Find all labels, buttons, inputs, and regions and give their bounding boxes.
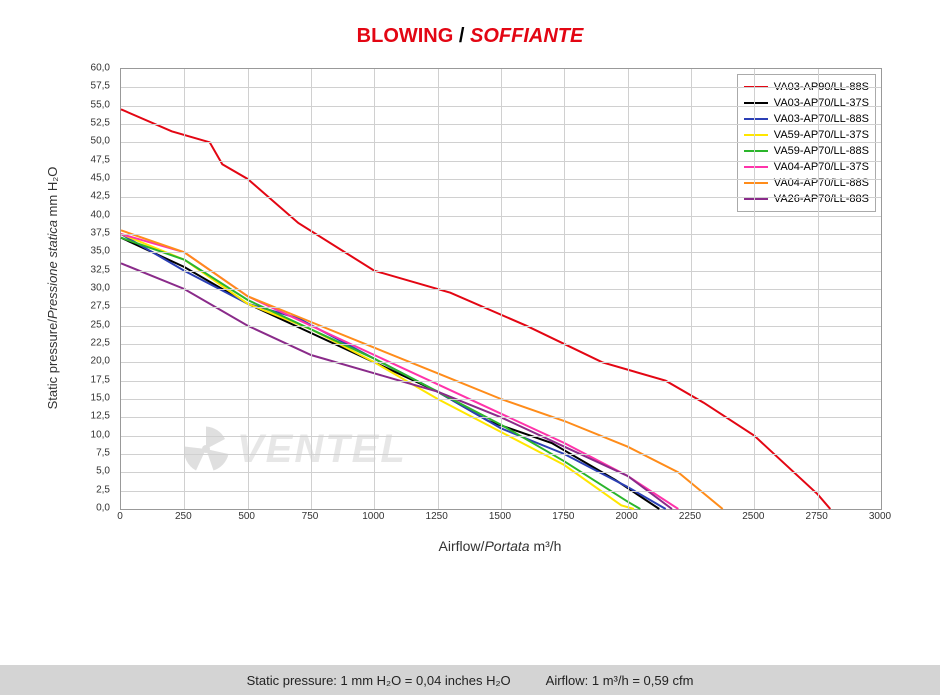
x-tick-label: 1500 (489, 511, 511, 522)
x-tick-label: 500 (238, 511, 255, 522)
x-tick-label: 0 (117, 511, 123, 522)
x-axis-ticks: 0 250 500 750 1000 1250 1500 1750 2000 2250 2500 27… (120, 511, 880, 531)
y-tick-label: 50,0 (91, 136, 110, 147)
y-tick-label: 5,0 (96, 466, 110, 477)
series-line (121, 109, 830, 509)
x-tick-label: 2250 (679, 511, 701, 522)
x-tick-label: 1750 (552, 511, 574, 522)
x-tick-label: 1250 (426, 511, 448, 522)
y-tick-label: 37,5 (91, 228, 110, 239)
legend-label: VA04-AP70/LL-37S (774, 161, 869, 173)
y-tick-label: 47,5 (91, 154, 110, 165)
y-tick-label: 30,0 (91, 283, 110, 294)
y-tick-label: 12,5 (91, 411, 110, 422)
legend-item: VA26-AP70/LL-88S (744, 191, 869, 207)
y-tick-label: 42,5 (91, 191, 110, 202)
y-tick-label: 45,0 (91, 173, 110, 184)
x-tick-label: 3000 (869, 511, 891, 522)
y-tick-label: 27,5 (91, 301, 110, 312)
chart-title: BLOWING / SOFFIANTE (0, 25, 940, 48)
y-tick-label: 15,0 (91, 393, 110, 404)
y-tick-label: 25,0 (91, 319, 110, 330)
y-axis-ticks: 0,02,55,07,510,012,515,017,520,022,525,0… (40, 68, 115, 508)
y-tick-label: 32,5 (91, 264, 110, 275)
y-tick-label: 7,5 (96, 448, 110, 459)
title-italian: SOFFIANTE (470, 25, 583, 47)
x-tick-label: 2000 (616, 511, 638, 522)
x-tick-label: 1000 (362, 511, 384, 522)
y-tick-label: 60,0 (91, 63, 110, 74)
legend-color-swatch (744, 166, 768, 168)
y-tick-label: 0,0 (96, 503, 110, 514)
y-tick-label: 17,5 (91, 374, 110, 385)
legend-label: VA59-AP70/LL-88S (774, 145, 869, 157)
legend-label: VA03-AP70/LL-37S (774, 97, 869, 109)
y-tick-label: 2,5 (96, 484, 110, 495)
legend-color-swatch (744, 102, 768, 104)
plot-area: VENTEL VA03-AP90/LL-88SVA03-AP70/LL-37SV… (120, 68, 882, 510)
x-tick-label: 750 (302, 511, 319, 522)
x-tick-label: 2750 (806, 511, 828, 522)
y-tick-label: 52,5 (91, 118, 110, 129)
y-tick-label: 57,5 (91, 81, 110, 92)
title-english: BLOWING (357, 25, 454, 47)
legend-item: VA03-AP70/LL-37S (744, 95, 869, 111)
footer-pressure-conv: Static pressure: 1 mm H₂O = 0,04 inches … (247, 673, 511, 688)
y-tick-label: 10,0 (91, 429, 110, 440)
y-tick-label: 22,5 (91, 338, 110, 349)
y-tick-label: 35,0 (91, 246, 110, 257)
y-tick-label: 20,0 (91, 356, 110, 367)
y-tick-label: 55,0 (91, 99, 110, 110)
x-tick-label: 250 (175, 511, 192, 522)
series-line (121, 238, 659, 509)
legend-item: VA04-AP70/LL-88S (744, 175, 869, 191)
legend-color-swatch (744, 150, 768, 152)
legend-color-swatch (744, 134, 768, 136)
legend-color-swatch (744, 182, 768, 184)
x-tick-label: 2500 (742, 511, 764, 522)
legend-label: VA26-AP70/LL-88S (774, 193, 869, 205)
legend-item: VA59-AP70/LL-37S (744, 127, 869, 143)
y-tick-label: 40,0 (91, 209, 110, 220)
series-line (121, 230, 723, 509)
footer-airflow-conv: Airflow: 1 m³/h = 0,59 cfm (546, 673, 694, 688)
x-axis-label: Airflow/Portata m³/h (120, 538, 880, 554)
legend-color-swatch (744, 118, 768, 120)
legend-item: VA59-AP70/LL-88S (744, 143, 869, 159)
legend-label: VA59-AP70/LL-37S (774, 129, 869, 141)
chart-area: Static pressure/Pressione statica mm H₂O… (40, 63, 900, 573)
